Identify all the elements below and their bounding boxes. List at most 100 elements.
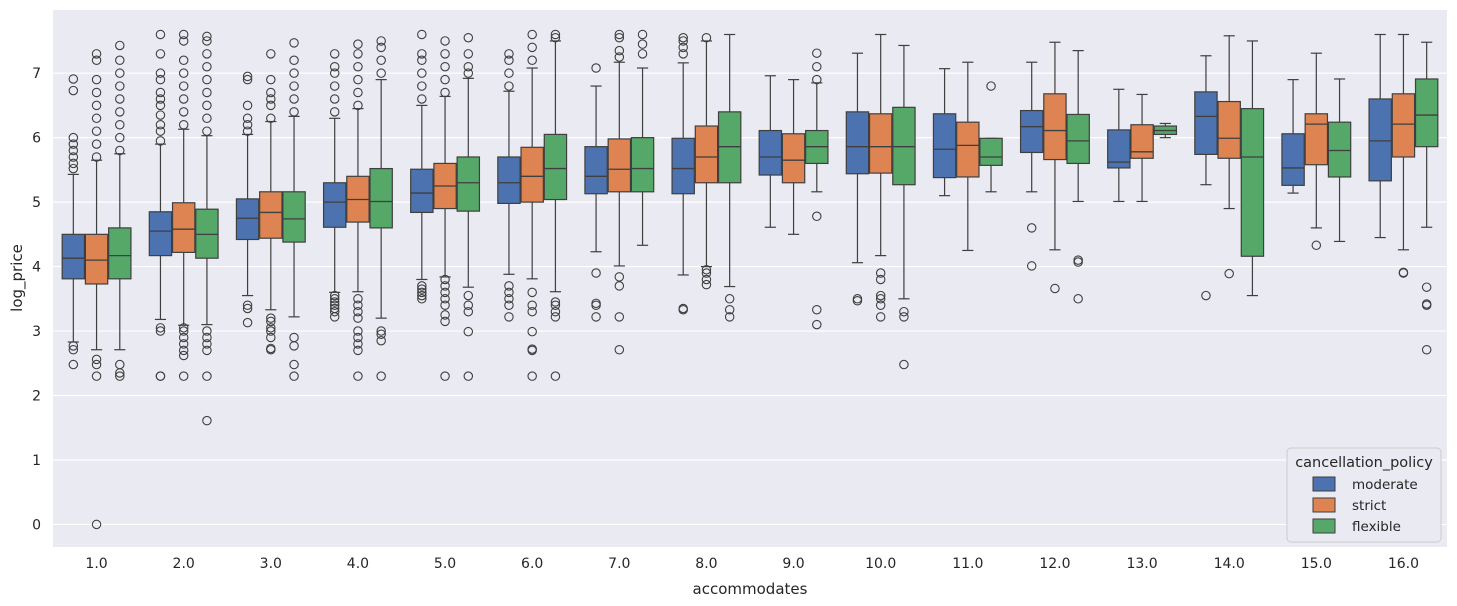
outlier-point (591, 268, 601, 278)
box-body (584, 146, 608, 195)
outlier-point (1421, 344, 1432, 355)
outlier-point (155, 119, 166, 130)
box-body (259, 191, 283, 239)
box-body (630, 137, 655, 193)
outlier-point (353, 39, 363, 49)
x-tick-label: 15.0 (1301, 556, 1332, 572)
outlier-point (701, 268, 712, 278)
box-body (781, 133, 806, 184)
box-strict-2.0 (171, 29, 196, 381)
outlier-point (242, 300, 253, 311)
box-body (369, 167, 393, 229)
box-moderate-7.0 (584, 63, 608, 322)
x-tick-label: 14.0 (1214, 556, 1245, 572)
box-moderate-3.0 (235, 71, 260, 328)
box-moderate-9.0 (758, 75, 783, 228)
outlier-point (504, 55, 514, 66)
box-body (845, 111, 870, 175)
outlier-point (1421, 299, 1432, 309)
outlier-point (178, 68, 189, 78)
outlier-point (329, 303, 340, 314)
outlier-point (701, 274, 712, 285)
outlier-point (504, 287, 514, 298)
box-body (61, 233, 86, 280)
outlier-point (329, 290, 340, 301)
outlier-point (178, 332, 189, 343)
box-strict-11.0 (956, 61, 980, 252)
outlier-point (440, 74, 450, 85)
outlier-point (440, 300, 450, 311)
box-moderate-5.0 (410, 29, 434, 304)
outlier-point (875, 294, 886, 304)
outlier-point (155, 371, 166, 381)
outlier-point (266, 87, 276, 98)
legend-item-moderate: moderate (1312, 476, 1418, 493)
box-body (543, 133, 568, 201)
y-tick-label: 5 (32, 195, 41, 211)
x-tick-label: 1.0 (85, 556, 107, 572)
outlier-point (899, 312, 909, 322)
outlier-point (417, 68, 427, 78)
legend-swatch (1312, 518, 1336, 534)
outlier-point (91, 49, 102, 59)
outlier-point (266, 326, 276, 336)
outlier-point (614, 281, 625, 291)
outlier-point (266, 74, 276, 85)
outlier-point (614, 45, 625, 56)
outlier-point (440, 371, 450, 381)
outlier-point (724, 305, 735, 315)
outlier-point (266, 332, 276, 343)
outlier-point (178, 339, 189, 349)
outlier-point (527, 55, 537, 66)
outlier-point (463, 49, 474, 59)
outlier-point (155, 100, 166, 111)
box-body (868, 113, 893, 174)
outlier-point (202, 371, 212, 381)
outlier-point (202, 332, 212, 343)
outlier-point (875, 290, 886, 301)
outlier-point (417, 281, 427, 291)
outlier-point (68, 359, 79, 370)
outlier-point (1026, 261, 1037, 271)
outlier-point (242, 100, 253, 111)
box-flexible-3.0 (282, 38, 306, 381)
outlier-point (678, 303, 688, 314)
outlier-point (504, 49, 514, 59)
outlier-point (701, 279, 712, 290)
outlier-point (178, 94, 189, 104)
box-body (671, 137, 695, 195)
outlier-point (115, 371, 125, 381)
box-body (410, 168, 434, 214)
outlier-point (202, 339, 212, 349)
outlier-point (178, 119, 189, 130)
outlier-point (812, 305, 822, 315)
x-tick-label: 11.0 (952, 556, 983, 572)
box-strict-7.0 (607, 29, 632, 355)
outlier-point (614, 272, 625, 282)
outlier-point (266, 100, 276, 111)
outlier-point (875, 300, 886, 311)
x-tick-label: 6.0 (521, 556, 543, 572)
outlier-point (504, 294, 514, 304)
outlier-point (353, 339, 363, 349)
box-body (235, 198, 260, 241)
outlier-point (115, 40, 125, 51)
outlier-point (155, 49, 166, 59)
outlier-point (376, 371, 386, 381)
outlier-point (329, 49, 340, 59)
outlier-point (550, 297, 561, 307)
x-tick-labels: 1.0 2.0 3.0 4.0 5.0 6.0 7.0 8.0 9.0 10.0 11.0 12.0 1… (85, 556, 1419, 572)
box-flexible-15.0 (1327, 78, 1352, 243)
box-body (171, 202, 196, 253)
box-flexible-10.0 (892, 44, 916, 370)
outlier-point (242, 71, 253, 82)
outlier-point (440, 287, 450, 298)
outlier-point (376, 36, 386, 46)
outlier-point (329, 94, 340, 104)
outlier-point (527, 371, 537, 381)
box-body (322, 182, 347, 228)
outlier-point (115, 145, 125, 156)
outlier-point (353, 306, 363, 317)
outlier-point (463, 290, 474, 301)
outlier-point (1073, 255, 1083, 265)
